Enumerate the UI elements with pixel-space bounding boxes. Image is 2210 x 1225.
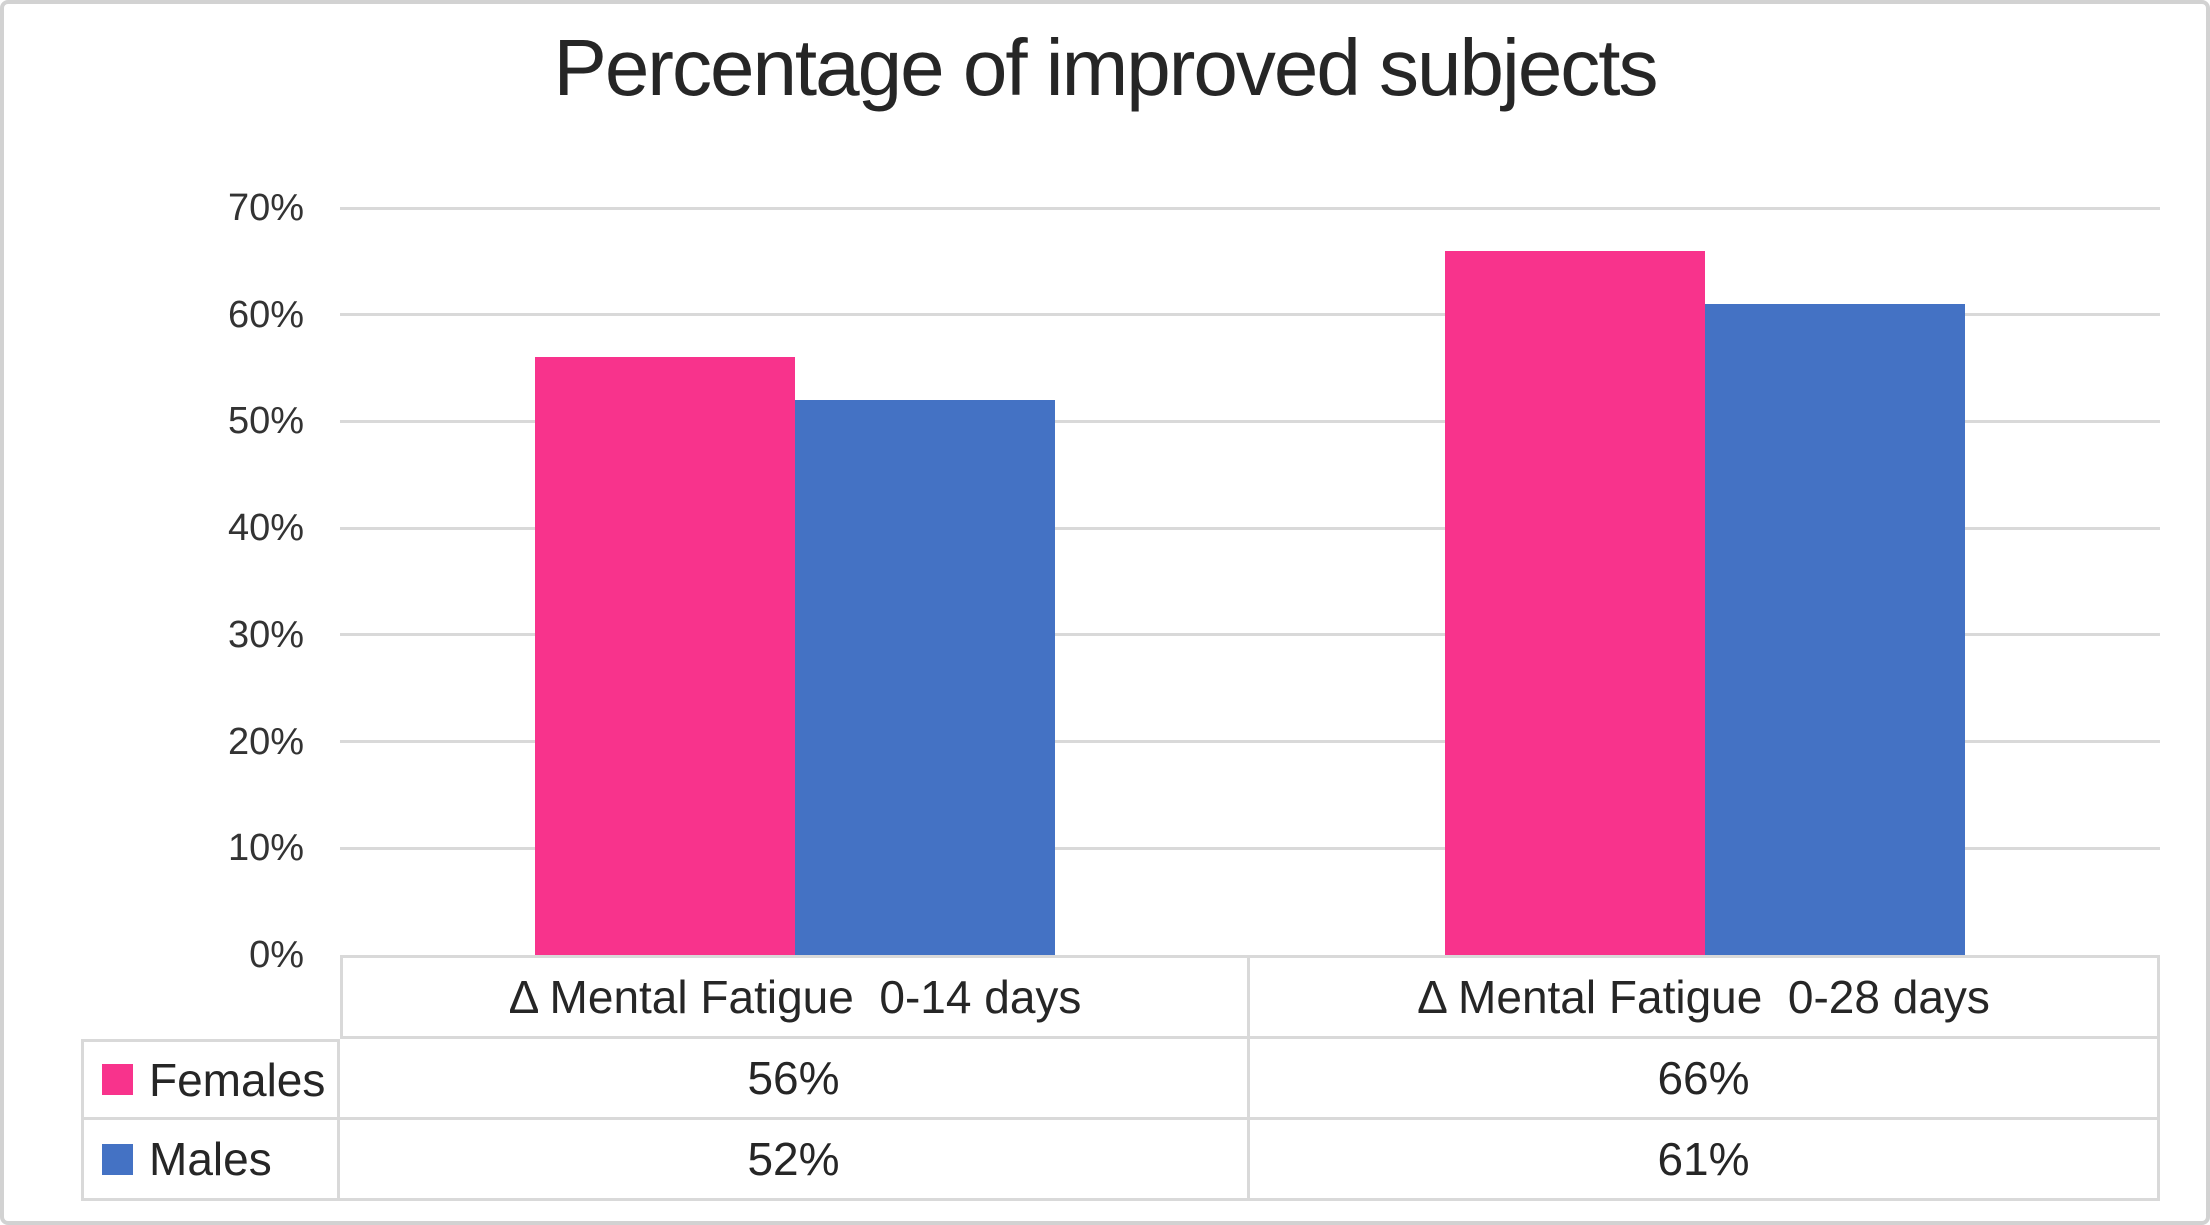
value-cell-males-category-2: 61% bbox=[1250, 1120, 2160, 1201]
gridline-30% bbox=[340, 633, 2160, 637]
legend-cell-males: Males bbox=[81, 1120, 340, 1201]
gridline-40% bbox=[340, 526, 2160, 530]
chart-title: Percentage of improved subjects bbox=[553, 23, 1658, 112]
y-tick-label-30%: 30% bbox=[227, 613, 304, 656]
gridline-10% bbox=[340, 846, 2160, 850]
legend-swatch-males bbox=[102, 1143, 133, 1175]
y-tick-label-20%: 20% bbox=[227, 720, 304, 763]
data-table: Δ Mental Fatigue 0-14 days Δ Mental Fatig… bbox=[81, 955, 2160, 1201]
value-cell-females-category-1: 56% bbox=[340, 1039, 1250, 1120]
gridline-70% bbox=[340, 206, 2160, 210]
value-cell-females-category-2: 66% bbox=[1250, 1039, 2160, 1120]
category-header-1: Δ Mental Fatigue 0-14 days bbox=[340, 955, 1250, 1039]
legend-label-males: Males bbox=[149, 1133, 272, 1185]
bar-males-category-2 bbox=[1705, 304, 1965, 955]
legend-cell-females: Females bbox=[81, 1039, 340, 1120]
category-header-2: Δ Mental Fatigue 0-28 days bbox=[1250, 955, 2160, 1039]
y-tick-label-40%: 40% bbox=[227, 507, 304, 550]
y-tick-label-60%: 60% bbox=[227, 293, 304, 336]
value-cell-males-category-1: 52% bbox=[340, 1120, 1250, 1201]
y-tick-label-70%: 70% bbox=[227, 187, 304, 229]
y-tick-label-50%: 50% bbox=[227, 400, 304, 443]
y-tick-label-0%: 0% bbox=[249, 934, 304, 976]
bar-females-category-2 bbox=[1445, 250, 1705, 955]
table-corner-spacer bbox=[81, 955, 340, 1039]
legend-label-females: Females bbox=[149, 1053, 326, 1106]
bar-females-category-1 bbox=[535, 357, 795, 955]
legend-swatch-females bbox=[102, 1064, 133, 1095]
plot-area bbox=[340, 206, 2160, 955]
gridline-60% bbox=[340, 313, 2160, 317]
bar-males-category-1 bbox=[795, 400, 1055, 955]
y-tick-label-10%: 10% bbox=[227, 827, 304, 870]
gridline-50% bbox=[340, 419, 2160, 423]
gridline-20% bbox=[340, 740, 2160, 744]
